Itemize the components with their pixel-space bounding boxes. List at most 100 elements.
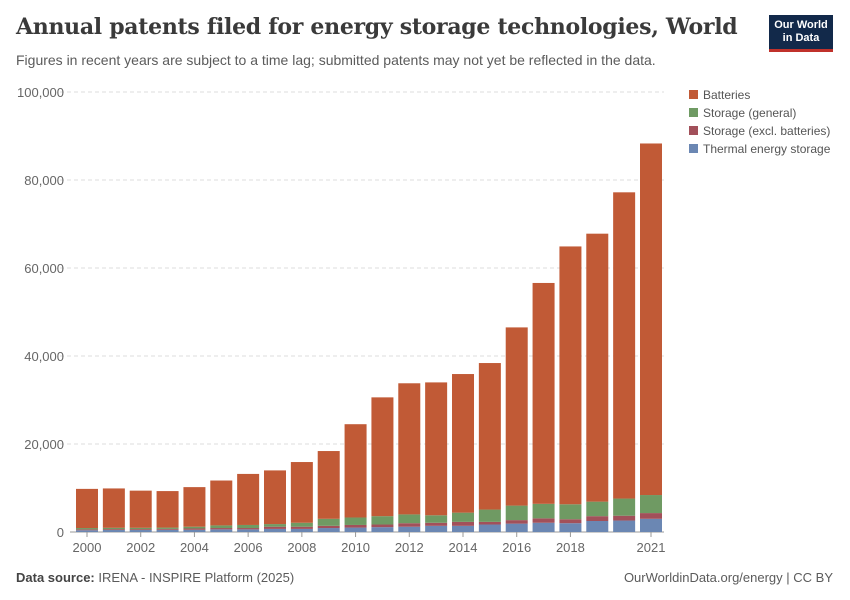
bar-segment-thermal-energy-storage — [479, 525, 501, 532]
bar-segment-thermal-energy-storage — [76, 530, 98, 532]
y-tick-label: 0 — [57, 525, 64, 540]
bar-segment-thermal-energy-storage — [613, 521, 635, 532]
bar-segment-storage-general- — [479, 510, 501, 522]
bar-segment-storage-excl-batteries- — [237, 528, 259, 529]
bar-segment-storage-excl-batteries- — [613, 516, 635, 521]
bar-segment-storage-general- — [559, 504, 581, 519]
bar-segment-storage-excl-batteries- — [210, 528, 232, 529]
x-tick-label: 2018 — [556, 540, 585, 555]
bar-segment-storage-general- — [613, 499, 635, 516]
bar-segment-storage-general- — [533, 504, 555, 519]
bar-segment-storage-general- — [130, 528, 152, 529]
bar-segment-thermal-energy-storage — [103, 530, 125, 532]
y-tick-label: 80,000 — [24, 173, 64, 188]
bar-segment-storage-general- — [345, 517, 367, 524]
bar-segment-storage-excl-batteries- — [452, 522, 474, 526]
bar-segment-storage-excl-batteries- — [640, 513, 662, 519]
bar-segment-thermal-energy-storage — [237, 529, 259, 532]
bar-segment-batteries — [613, 192, 635, 498]
bar-segment-batteries — [130, 491, 152, 528]
bar-segment-thermal-energy-storage — [264, 529, 286, 532]
bar-segment-batteries — [210, 481, 232, 526]
legend-item: Storage (general) — [703, 106, 796, 120]
x-tick-label: 2008 — [287, 540, 316, 555]
y-tick-label: 60,000 — [24, 261, 64, 276]
bar-segment-storage-general- — [425, 515, 447, 522]
y-tick-label: 20,000 — [24, 437, 64, 452]
x-tick-label: 2014 — [449, 540, 478, 555]
bar-segment-thermal-energy-storage — [506, 524, 528, 532]
bar-segment-storage-excl-batteries- — [318, 526, 340, 528]
bar-segment-storage-general- — [452, 513, 474, 522]
x-tick-label: 2016 — [502, 540, 531, 555]
bar-segment-thermal-energy-storage — [157, 530, 179, 532]
bar-segment-batteries — [452, 374, 474, 513]
x-tick-label: 2004 — [180, 540, 209, 555]
bar-segment-storage-excl-batteries- — [398, 523, 420, 527]
bar-segment-storage-excl-batteries- — [479, 522, 501, 525]
source-link[interactable]: IRENA - INSPIRE Platform (2025) — [98, 570, 294, 585]
bar-segment-storage-general- — [103, 528, 125, 529]
bar-segment-batteries — [291, 462, 313, 523]
data-source: Data source: IRENA - INSPIRE Platform (2… — [16, 570, 294, 585]
x-tick-label: 2000 — [73, 540, 102, 555]
bar-segment-storage-general- — [157, 528, 179, 529]
bar-segment-thermal-energy-storage — [130, 530, 152, 532]
bar-segment-thermal-energy-storage — [586, 521, 608, 532]
bar-segment-storage-general- — [76, 528, 98, 529]
bar-segment-batteries — [345, 424, 367, 517]
bar-segment-batteries — [425, 382, 447, 515]
y-tick-label: 40,000 — [24, 349, 64, 364]
legend-item: Thermal energy storage — [703, 142, 831, 156]
bar-segment-thermal-energy-storage — [345, 528, 367, 532]
bar-segment-storage-excl-batteries- — [371, 525, 393, 528]
bar-segment-storage-general- — [318, 519, 340, 526]
legend-swatch — [689, 126, 698, 135]
bar-segment-storage-excl-batteries- — [345, 525, 367, 528]
bar-segment-batteries — [506, 327, 528, 505]
bar-segment-storage-excl-batteries- — [130, 529, 152, 530]
bar-segment-batteries — [640, 143, 662, 495]
bar-segment-batteries — [318, 451, 340, 519]
bar-segment-storage-general- — [586, 502, 608, 517]
bar-segment-thermal-energy-storage — [559, 523, 581, 532]
bar-segment-batteries — [76, 489, 98, 528]
bar-segment-storage-excl-batteries- — [291, 527, 313, 529]
bar-segment-storage-excl-batteries- — [533, 518, 555, 522]
bar-segment-thermal-energy-storage — [371, 527, 393, 532]
bar-segment-storage-excl-batteries- — [103, 529, 125, 530]
bar-segment-batteries — [371, 397, 393, 516]
bar-segment-storage-general- — [506, 506, 528, 521]
bar-segment-storage-general- — [264, 524, 286, 527]
bar-segment-batteries — [559, 246, 581, 504]
bar-segment-storage-excl-batteries- — [157, 529, 179, 530]
bar-segment-thermal-energy-storage — [640, 519, 662, 532]
bar-segment-storage-general- — [371, 516, 393, 524]
footer-link[interactable]: OurWorldinData.org/energy | CC BY — [624, 570, 833, 585]
legend-swatch — [689, 144, 698, 153]
bar-segment-batteries — [533, 283, 555, 504]
bar-segment-storage-general- — [210, 525, 232, 528]
bar-segment-batteries — [398, 383, 420, 514]
bar-segment-batteries — [103, 488, 125, 527]
bar-segment-batteries — [183, 487, 205, 527]
bar-segment-thermal-energy-storage — [425, 526, 447, 532]
bar-segment-batteries — [586, 234, 608, 502]
bar-segment-storage-excl-batteries- — [586, 516, 608, 521]
legend-item: Batteries — [703, 88, 750, 102]
bar-segment-batteries — [157, 491, 179, 528]
x-tick-label: 2010 — [341, 540, 370, 555]
bar-segment-storage-excl-batteries- — [183, 528, 205, 529]
x-tick-label: 2006 — [234, 540, 263, 555]
bar-segment-thermal-energy-storage — [291, 529, 313, 532]
bar-segment-storage-excl-batteries- — [425, 523, 447, 526]
y-tick-label: 100,000 — [17, 85, 64, 100]
bar-segment-storage-excl-batteries- — [559, 519, 581, 523]
legend-swatch — [689, 90, 698, 99]
legend-swatch — [689, 108, 698, 117]
bar-segment-storage-excl-batteries- — [264, 527, 286, 529]
x-tick-label: 2002 — [126, 540, 155, 555]
bar-segment-thermal-energy-storage — [452, 526, 474, 532]
